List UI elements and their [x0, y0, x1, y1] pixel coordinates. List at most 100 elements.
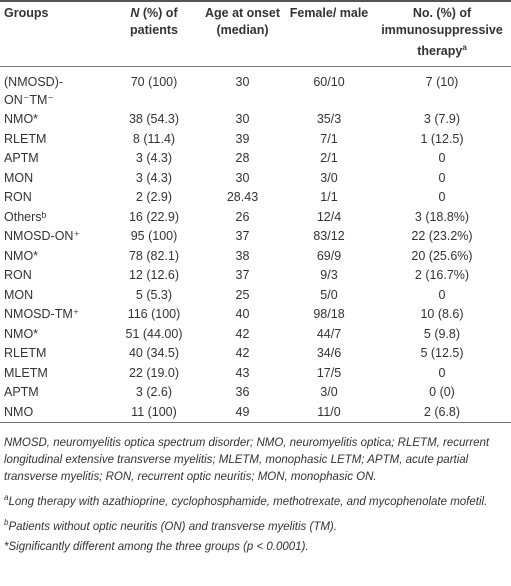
column-header: N (%) of patients: [108, 1, 200, 67]
header-text: No. (%) of immunosuppressive therapy: [381, 6, 503, 59]
value-cell: 5 (5.3): [135, 287, 173, 302]
value-cell: 2/1: [320, 151, 338, 166]
header-text: Age at onset (median): [204, 6, 280, 37]
value-cell: 0 (0): [429, 385, 455, 400]
column-header: Age at onset (median): [200, 1, 285, 67]
value-cell: 3/0: [320, 385, 338, 400]
value-cell: 28: [235, 151, 250, 166]
value-cell: 2 (2.9): [135, 190, 173, 205]
value-cell: 0: [438, 151, 446, 166]
group-cell: RON: [4, 268, 32, 283]
value-cell: 38 (54.3): [128, 112, 180, 127]
table-row: NMOSD-TM⁺ 116 (100) 40 98/18 10 (8.6): [0, 305, 511, 325]
value-cell: 5/0: [320, 287, 338, 302]
value-cell: 38: [235, 248, 250, 263]
value-cell: 30: [235, 170, 250, 185]
group-cell: NMO*: [4, 112, 39, 127]
table-row: NMOSD-ON⁺ 95 (100) 37 83/12 22 (23.2%): [0, 227, 511, 247]
value-cell: 2 (16.7%): [414, 268, 470, 283]
value-cell: 3 (4.3): [135, 170, 173, 185]
group-cell: MON: [4, 287, 34, 302]
value-cell: 30: [235, 112, 250, 127]
footnotes: NMOSD, neuromyelitis optica spectrum dis…: [0, 435, 511, 556]
value-cell: 42: [235, 326, 250, 341]
value-cell: 51 (44.00): [125, 326, 183, 341]
group-cell: Othersᵇ: [4, 209, 47, 224]
footnote-mark: a: [4, 493, 9, 503]
value-cell: 22 (19.0): [128, 365, 180, 380]
group-cell: RLETM: [4, 131, 47, 146]
table-row: RON 2 (2.9) 28.43 1/1 0: [0, 188, 511, 208]
value-cell: 60/10: [313, 75, 345, 90]
value-cell: 5 (9.8): [423, 326, 461, 341]
value-cell: 44/7: [316, 326, 342, 341]
value-cell: 7 (10): [425, 75, 459, 90]
column-header: Female/ male: [285, 1, 373, 67]
value-cell: 12 (12.6): [128, 268, 180, 283]
value-cell: 40 (34.5): [128, 346, 180, 361]
value-cell: 95 (100): [130, 229, 178, 244]
group-cell: RLETM: [4, 346, 47, 361]
value-cell: 30: [235, 75, 250, 90]
value-cell: 26: [235, 209, 250, 224]
table-row: RLETM 40 (34.5) 42 34/6 5 (12.5): [0, 344, 511, 364]
table-row: NMO* 78 (82.1) 38 69/9 20 (25.6%): [0, 247, 511, 267]
header-sup: a: [462, 43, 467, 52]
table-row: NMO* 51 (44.00) 42 44/7 5 (9.8): [0, 325, 511, 345]
group-cell: APTM: [4, 151, 39, 166]
header-text: Groups: [4, 6, 49, 20]
column-header: No. (%) of immunosuppressive therapya: [373, 1, 511, 67]
group-cell: NMO*: [4, 248, 39, 263]
value-cell: 28.43: [226, 190, 259, 205]
table-row: MON 3 (4.3) 30 3/0 0: [0, 169, 511, 189]
column-header: Groups: [0, 1, 108, 67]
footnote-text: Patients without optic neuritis (ON) and…: [8, 520, 337, 533]
value-cell: 116 (100): [127, 307, 181, 322]
table-body: (NMOSD)-ON⁻TM⁻ 70 (100) 30 60/10 7 (10) NMO* 3…: [0, 67, 511, 423]
value-cell: 9/3: [320, 268, 338, 283]
value-cell: 3/0: [320, 170, 338, 185]
value-cell: 0: [438, 170, 446, 185]
group-cell: APTM: [4, 385, 39, 400]
footnote: bPatients without optic neuritis (ON) an…: [4, 514, 507, 536]
value-cell: 78 (82.1): [128, 248, 180, 263]
value-cell: 17/5: [316, 365, 342, 380]
value-cell: 1/1: [320, 190, 338, 205]
footnote-mark: b: [4, 517, 9, 527]
value-cell: 11 (100): [131, 404, 177, 419]
data-table: Groups N (%) of patients Age at onset (med…: [0, 1, 511, 423]
value-cell: 40: [235, 307, 250, 322]
footnote-text: Long therapy with azathioprine, cyclopho…: [8, 495, 488, 508]
group-cell: MLETM: [4, 365, 48, 380]
table-row: MON 5 (5.3) 25 5/0 0: [0, 286, 511, 306]
value-cell: 5 (12.5): [420, 346, 464, 361]
value-cell: 35/3: [316, 112, 342, 127]
value-cell: 49: [235, 404, 250, 419]
header-text: Female/ male: [289, 6, 369, 20]
value-cell: 11/0: [317, 404, 341, 419]
value-cell: 1 (12.5): [420, 131, 464, 146]
value-cell: 22 (23.2%): [411, 229, 473, 244]
group-cell: NMOSD-ON⁺: [4, 229, 81, 244]
footnote: NMOSD, neuromyelitis optica spectrum dis…: [4, 435, 507, 486]
group-cell: MON: [4, 170, 34, 185]
value-cell: 20 (25.6%): [411, 248, 473, 263]
group-cell: RON: [4, 190, 32, 205]
table-row: NMO* 38 (54.3) 30 35/3 3 (7.9): [0, 110, 511, 130]
footnote: *Significantly different among the three…: [4, 539, 507, 556]
value-cell: 0: [438, 287, 446, 302]
value-cell: 3 (2.6): [135, 385, 173, 400]
value-cell: 42: [235, 346, 250, 361]
value-cell: 34/6: [316, 346, 342, 361]
table-row: APTM 3 (4.3) 28 2/1 0: [0, 149, 511, 169]
value-cell: 3 (4.3): [135, 151, 173, 166]
value-cell: 37: [235, 229, 250, 244]
header-text: (%) of patients: [130, 6, 178, 37]
value-cell: 36: [235, 385, 250, 400]
group-cell: NMO: [4, 404, 34, 419]
table-header: Groups N (%) of patients Age at onset (med…: [0, 1, 511, 67]
header-row: Groups N (%) of patients Age at onset (med…: [0, 1, 511, 67]
footnote-text: *Significantly different among the three…: [4, 540, 309, 553]
value-cell: 2 (6.8): [423, 404, 461, 419]
value-cell: 0: [438, 365, 446, 380]
